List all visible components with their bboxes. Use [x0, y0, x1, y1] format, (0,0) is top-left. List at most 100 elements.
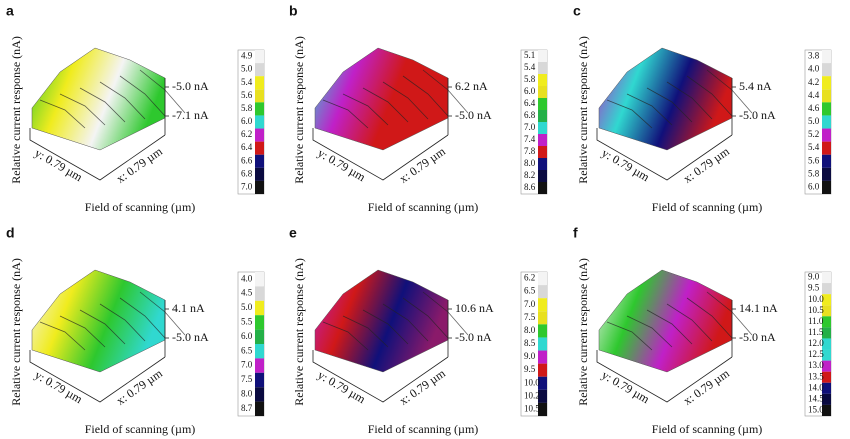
colorbar-label: 4.4 — [808, 90, 820, 100]
colorbar-label: 8.2 — [524, 170, 535, 180]
colorbar-swatch — [255, 315, 264, 330]
colorbar-label: 9.5 — [524, 364, 536, 374]
colorbar-label: 6.2 — [241, 129, 252, 139]
ridge — [59, 315, 106, 348]
colorbar-label: 6.4 — [241, 142, 253, 152]
colorbar-swatch — [538, 50, 547, 62]
ridge — [322, 321, 369, 351]
surface — [314, 269, 449, 373]
colorbar-label: 3.8 — [808, 51, 820, 61]
colorbar-swatch — [538, 134, 547, 146]
z-label: 14.1 nA — [739, 301, 778, 315]
ridge — [646, 87, 693, 123]
colorbar-label: 7.5 — [241, 374, 253, 384]
colorbar-swatch — [822, 316, 831, 328]
y-axis-title: Relative current response (nA) — [292, 36, 306, 184]
colorbar-label: 11.0 — [808, 316, 824, 326]
z-label: 5.4 nA — [739, 79, 772, 93]
surface — [598, 47, 733, 151]
colorbar-swatch — [538, 74, 547, 86]
colorbar-swatch — [822, 338, 831, 350]
colorbar-label: 14.0 — [808, 382, 824, 392]
x-axis-title: Field of scanning (µm) — [85, 200, 196, 214]
colorbar-label: 4.6 — [808, 103, 820, 113]
colorbar-label: 6.5 — [241, 345, 253, 355]
colorbar-swatch — [822, 360, 831, 372]
y-axis-label: y: 0.79 µm — [599, 146, 652, 185]
colorbar-swatch — [255, 344, 264, 359]
colorbar-swatch — [822, 294, 831, 306]
ridge — [362, 309, 409, 345]
colorbar-label: 5.8 — [524, 74, 536, 84]
colorbar-swatch — [822, 154, 831, 168]
y-axis-title: Relative current response (nA) — [292, 258, 306, 406]
colorbar-label: 8.5 — [524, 338, 536, 348]
colorbar-label: 7.8 — [524, 146, 536, 156]
panel: e Relative current response (nA) 10.6 nA -5… — [289, 225, 548, 436]
colorbar-swatch — [822, 115, 831, 129]
colorbar-swatch — [822, 404, 831, 416]
ridge — [606, 99, 653, 129]
axis-frame — [29, 350, 166, 403]
colorbar-swatch — [822, 382, 831, 394]
colorbar-swatch — [538, 311, 547, 325]
colorbar-swatch — [255, 286, 264, 301]
colorbar-swatch — [255, 180, 264, 194]
colorbar-label: 6.8 — [241, 168, 253, 178]
x-axis-title: Field of scanning (µm) — [368, 422, 479, 436]
colorbar-swatch — [538, 337, 547, 351]
colorbar-label: 10.5 — [808, 305, 824, 315]
panel: c Relative current response (nA) 5.4 nA -5.… — [573, 3, 832, 214]
colorbar-label: 6.5 — [524, 286, 536, 296]
colorbar-swatch — [822, 180, 831, 194]
colorbar-label: 4.2 — [808, 77, 819, 87]
x-axis-title: Field of scanning (µm) — [85, 422, 196, 436]
colorbar-swatch — [255, 141, 264, 155]
colorbar-swatch — [822, 167, 831, 181]
ridge — [99, 81, 146, 120]
ridge — [79, 309, 126, 345]
colorbar-label: 5.2 — [808, 129, 819, 139]
ridge — [119, 75, 166, 117]
z-label: -5.0 nA — [739, 108, 776, 122]
colorbar-label: 10.0 — [524, 377, 540, 387]
colorbar-swatch — [822, 63, 831, 77]
colorbar-swatch — [538, 98, 547, 110]
colorbar-swatch — [538, 389, 547, 403]
colorbar-swatch — [255, 329, 264, 344]
colorbar-label: 10.2 — [524, 390, 540, 400]
colorbar-swatch — [538, 86, 547, 98]
z-label: 4.1 nA — [172, 301, 205, 315]
colorbar-swatch — [255, 387, 264, 402]
y-axis-title: Relative current response (nA) — [9, 258, 23, 406]
z-label: -5.0 nA — [455, 108, 492, 122]
colorbar-swatch — [255, 89, 264, 103]
z-label: 6.2 nA — [455, 79, 488, 93]
colorbar-swatch — [538, 272, 547, 286]
colorbar-label: 13.0 — [808, 360, 824, 370]
colorbar-swatch — [538, 376, 547, 390]
colorbar-swatch — [255, 358, 264, 373]
colorbar-label: 8.0 — [524, 325, 536, 335]
colorbar-label: 5.6 — [241, 90, 253, 100]
colorbar-swatch — [822, 76, 831, 90]
colorbar-label: 4.0 — [241, 273, 253, 283]
y-axis-label: y: 0.79 µm — [32, 146, 85, 185]
y-axis-label: y: 0.79 µm — [315, 146, 368, 185]
z-label: 10.6 nA — [455, 301, 494, 315]
colorbar-label: 6.0 — [524, 86, 536, 96]
colorbar-swatch — [538, 350, 547, 364]
ridge — [59, 93, 106, 126]
colorbar-label: 5.0 — [808, 116, 820, 126]
colorbar-swatch — [255, 63, 264, 77]
colorbar-label: 13.5 — [808, 371, 824, 381]
colorbar-label: 12.0 — [808, 338, 824, 348]
ridge — [99, 303, 146, 342]
colorbar-label: 6.0 — [241, 331, 253, 341]
panel: f Relative current response (nA) 14.1 nA -5… — [573, 225, 832, 436]
colorbar-swatch — [538, 170, 547, 182]
ridge — [342, 315, 389, 348]
ridge — [322, 99, 369, 129]
colorbar-swatch — [822, 371, 831, 383]
